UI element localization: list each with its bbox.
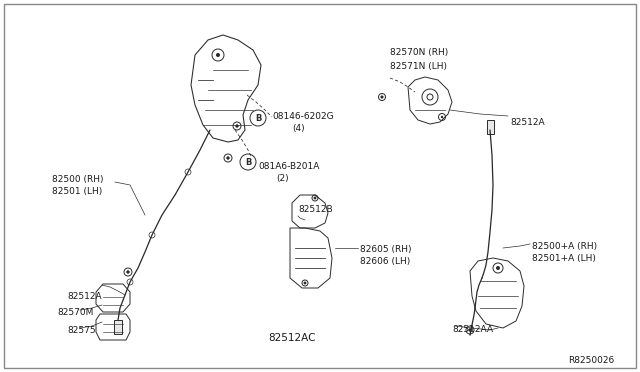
Text: 08146-6202G: 08146-6202G	[272, 112, 333, 121]
Text: 82501 (LH): 82501 (LH)	[52, 187, 102, 196]
Text: 081A6-B201A: 081A6-B201A	[258, 162, 319, 171]
Circle shape	[227, 156, 230, 160]
Text: 82500 (RH): 82500 (RH)	[52, 175, 104, 184]
Text: 82575: 82575	[67, 326, 95, 335]
Text: 82512AA: 82512AA	[452, 325, 493, 334]
Text: 82512B: 82512B	[298, 205, 333, 214]
Text: 82605 (RH): 82605 (RH)	[360, 245, 412, 254]
Circle shape	[216, 53, 220, 57]
Circle shape	[496, 266, 500, 270]
Text: 82501+A (LH): 82501+A (LH)	[532, 254, 596, 263]
Text: 82500+A (RH): 82500+A (RH)	[532, 242, 597, 251]
Circle shape	[441, 116, 443, 118]
Circle shape	[304, 282, 306, 284]
Text: 82570N (RH): 82570N (RH)	[390, 48, 448, 57]
Text: 82512AC: 82512AC	[268, 333, 316, 343]
Circle shape	[381, 96, 383, 99]
Text: 82512A: 82512A	[67, 292, 102, 301]
Circle shape	[127, 270, 130, 273]
FancyBboxPatch shape	[487, 120, 494, 134]
Text: (4): (4)	[292, 124, 305, 133]
Text: B: B	[245, 157, 251, 167]
Text: 82606 (LH): 82606 (LH)	[360, 257, 410, 266]
Text: 82512A: 82512A	[510, 118, 545, 127]
Circle shape	[468, 328, 472, 331]
Circle shape	[314, 197, 316, 199]
Text: 82571N (LH): 82571N (LH)	[390, 62, 447, 71]
Text: (2): (2)	[276, 174, 289, 183]
Text: R8250026: R8250026	[568, 356, 614, 365]
Circle shape	[236, 124, 239, 128]
FancyBboxPatch shape	[114, 320, 122, 334]
Text: 82570M: 82570M	[57, 308, 93, 317]
Text: B: B	[255, 113, 261, 122]
